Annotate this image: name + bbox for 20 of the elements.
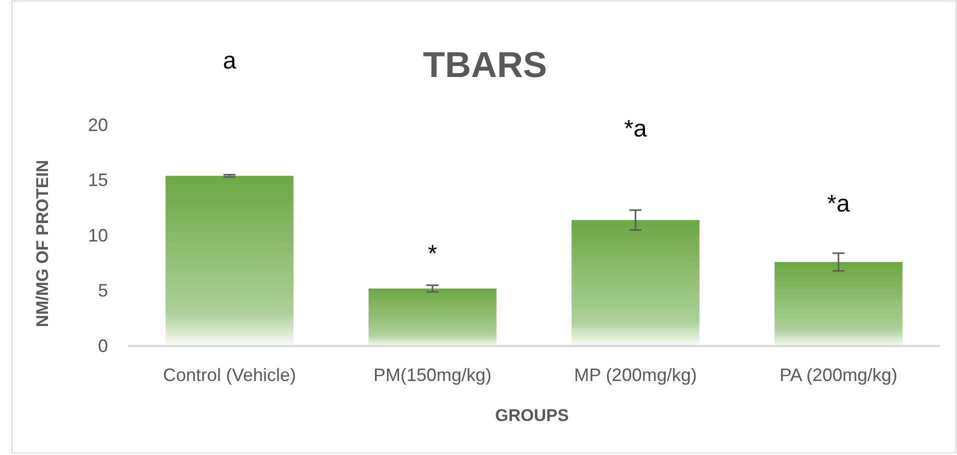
y-tick-label: 20 [88,114,108,135]
y-tick-label: 10 [88,225,108,246]
bar [774,262,902,346]
x-tick-label: MP (200mg/kg) [574,364,697,385]
annotation: *a [827,190,850,218]
bar [166,176,294,346]
annotation: *a [624,115,648,142]
bar [368,288,496,346]
y-tick-label: 5 [98,280,108,301]
y-tick-label: 0 [98,336,108,356]
text: a [222,47,237,74]
y-tick-label: 15 [88,170,108,190]
chart-title: TBARS [423,44,547,85]
annotation: * [428,240,438,268]
x-tick-label: Control (Vehicle) [162,364,296,385]
y-axis-title: NM/MG OF PROTEIN [33,160,52,328]
bar [572,220,700,346]
x-axis-title: GROUPS [495,406,569,425]
x-tick-label: PA (200mg/kg) [780,364,898,385]
x-tick-label: PM(150mg/kg) [373,364,492,385]
